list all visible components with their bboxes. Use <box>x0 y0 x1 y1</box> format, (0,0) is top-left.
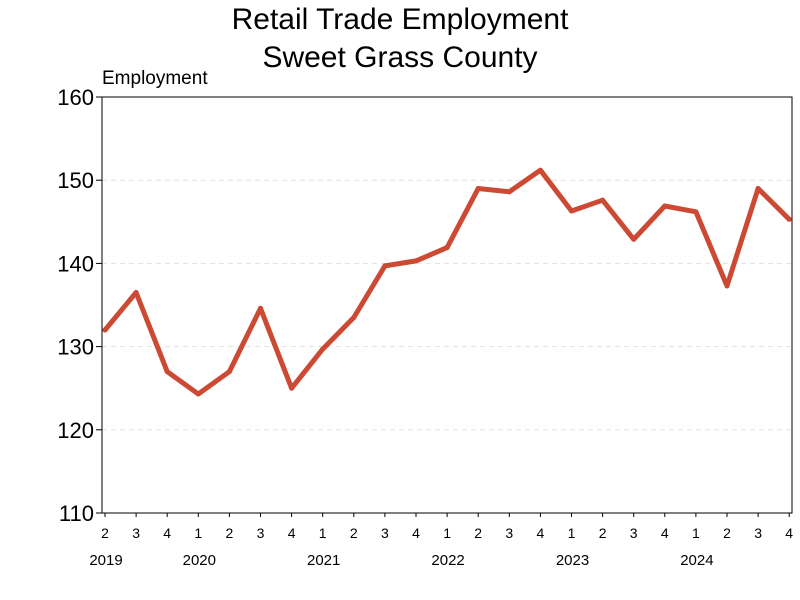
data-point <box>537 167 543 173</box>
x-tick-label-quarter: 4 <box>661 525 669 541</box>
x-year-label-2023: 2023 <box>556 552 589 569</box>
x-tick-label-quarter: 3 <box>257 525 265 541</box>
x-tick-label-quarter: 2 <box>474 525 482 541</box>
x-tick-label-quarter: 4 <box>412 525 420 541</box>
data-point <box>569 208 574 214</box>
data-point <box>289 385 295 391</box>
x-tick-label-quarter: 4 <box>288 525 296 541</box>
plot-area-frame <box>101 96 793 514</box>
data-point <box>506 189 512 195</box>
data-point <box>600 197 606 203</box>
data-point <box>102 327 108 333</box>
y-tick-label-130: 130 <box>57 335 94 360</box>
data-point <box>226 369 232 375</box>
data-point <box>195 391 201 397</box>
x-year-label-2021: 2021 <box>307 552 340 569</box>
data-point <box>413 258 419 264</box>
data-point <box>475 186 481 192</box>
data-point <box>382 263 388 269</box>
x-tick-label-quarter: 4 <box>785 525 793 541</box>
data-point <box>133 290 139 296</box>
x-year-label-2024: 2024 <box>680 552 713 569</box>
x-tick-label-quarter: 1 <box>568 525 576 541</box>
chart-title-line-1: Retail Trade Employment <box>231 3 569 36</box>
data-point <box>351 314 357 320</box>
series-line-0 <box>102 167 792 397</box>
x-tick-label-quarter: 3 <box>132 525 140 541</box>
series-group <box>102 167 792 397</box>
data-point <box>786 216 792 222</box>
data-point <box>693 209 699 215</box>
grid-lines <box>102 179 792 431</box>
y-axis-label: Employment <box>102 68 208 89</box>
x-tick-label-quarter: 2 <box>101 525 109 541</box>
data-point <box>320 346 326 352</box>
x-tick-label-quarter: 3 <box>381 525 389 541</box>
x-tick-label-quarter: 1 <box>692 525 700 541</box>
x-tick-label-quarter: 2 <box>599 525 607 541</box>
data-point <box>755 186 761 192</box>
x-tick-label-quarter: 3 <box>630 525 638 541</box>
data-point <box>258 305 263 311</box>
x-axis-ticks: 2 3 4 1 2 3 4 1 2 3 4 1 2 3 4 1 2 3 4 1 2 3 4 2019 2020 2021 2022 2… <box>89 513 793 569</box>
x-year-label-2022: 2022 <box>431 552 464 569</box>
y-axis-ticks: 110 120 130 140 150 160 <box>57 85 102 526</box>
data-point <box>444 245 450 251</box>
x-year-label-2019: 2019 <box>89 552 122 569</box>
chart-title-line-2: Sweet Grass County <box>262 41 538 74</box>
x-tick-label-quarter: 1 <box>194 525 202 541</box>
y-tick-label-110: 110 <box>59 501 94 526</box>
data-point <box>631 236 637 242</box>
y-tick-label-160: 160 <box>57 85 94 110</box>
x-tick-label-quarter: 2 <box>723 525 731 541</box>
data-point <box>724 283 730 289</box>
x-tick-label-quarter: 4 <box>163 525 171 541</box>
x-tick-label-quarter: 3 <box>754 525 762 541</box>
x-tick-label-quarter: 4 <box>537 525 545 541</box>
x-tick-label-quarter: 3 <box>505 525 513 541</box>
x-tick-label-quarter: 2 <box>350 525 358 541</box>
data-point <box>662 203 668 209</box>
y-tick-label-140: 140 <box>57 251 94 276</box>
y-tick-label-120: 120 <box>57 418 94 443</box>
x-year-label-2020: 2020 <box>183 552 216 569</box>
x-tick-label-quarter: 2 <box>226 525 234 541</box>
x-tick-label-quarter: 1 <box>443 525 451 541</box>
data-point <box>164 369 170 375</box>
x-tick-label-quarter: 1 <box>319 525 327 541</box>
y-tick-label-150: 150 <box>57 168 94 193</box>
